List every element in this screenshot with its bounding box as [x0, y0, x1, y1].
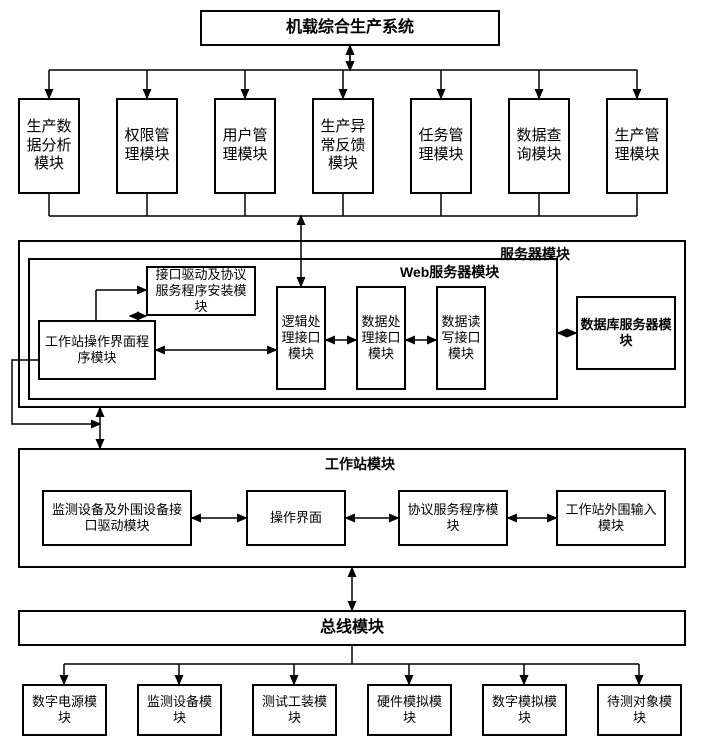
node-text: 数字模拟模块	[486, 694, 563, 727]
node-b3: 测试工装模块	[252, 684, 337, 736]
node-text: 用户管理模块	[218, 127, 272, 165]
node-s_drv: 接口驱动及协议服务程序安装模块	[146, 266, 256, 316]
node-bus_outer: 总线模块	[18, 610, 686, 646]
node-text: 数据读写接口模块	[440, 314, 482, 363]
node-s_data: 数据处理接口模块	[356, 286, 406, 390]
node-ws2: 操作界面	[246, 490, 346, 546]
node-text: 权限管理模块	[120, 127, 174, 165]
node-b4: 硬件模拟模块	[367, 684, 452, 736]
node-s_ui: 工作站操作界面程序模块	[38, 320, 156, 380]
node-text: 生产异常反馈模块	[316, 118, 370, 174]
node-text: 测试工装模块	[256, 694, 333, 727]
node-b2: 监测设备模块	[137, 684, 222, 736]
node-text: 硬件模拟模块	[371, 694, 448, 727]
node-top_title: 机载综合生产系统	[200, 10, 500, 46]
node-text: 操作界面	[270, 510, 322, 526]
node-m5: 任务管理模块	[410, 98, 472, 194]
node-text: 接口驱动及协议服务程序安装模块	[150, 267, 252, 316]
node-text: 数据查询模块	[512, 127, 566, 165]
diagram-root: { "type": "flowchart", "canvas": { "widt…	[0, 0, 703, 751]
node-text: 生产数据分析模块	[22, 118, 76, 174]
node-text: 数据处理接口模块	[360, 314, 402, 363]
node-text: 工作站外围输入模块	[560, 502, 662, 535]
node-text: 待测对象模块	[601, 694, 678, 727]
node-text: 协议服务程序模块	[402, 502, 504, 535]
node-text: 机载综合生产系统	[286, 18, 414, 38]
node-text: 逻辑处理接口模块	[280, 314, 322, 363]
node-text: 生产管理模块	[610, 127, 664, 165]
node-ws1: 监测设备及外围设备接口驱动模块	[42, 490, 192, 546]
node-s_logic: 逻辑处理接口模块	[276, 286, 326, 390]
node-text: 监测设备模块	[141, 694, 218, 727]
node-ws3: 协议服务程序模块	[398, 490, 508, 546]
node-text: 总线模块	[320, 618, 384, 638]
node-m7: 生产管理模块	[606, 98, 668, 194]
node-text: 工作站操作界面程序模块	[42, 334, 152, 367]
node-m1: 生产数据分析模块	[18, 98, 80, 194]
label-label_web: Web服务器模块	[400, 262, 499, 282]
label-label_server: 服务器模块	[500, 244, 570, 264]
node-b6: 待测对象模块	[597, 684, 682, 736]
node-text: 监测设备及外围设备接口驱动模块	[46, 502, 188, 535]
node-text: 任务管理模块	[414, 127, 468, 165]
node-s_db: 数据库服务器模块	[576, 296, 676, 370]
node-b5: 数字模拟模块	[482, 684, 567, 736]
node-m6: 数据查询模块	[508, 98, 570, 194]
node-b1: 数字电源模块	[22, 684, 107, 736]
node-m4: 生产异常反馈模块	[312, 98, 374, 194]
node-m3: 用户管理模块	[214, 98, 276, 194]
node-s_rw: 数据读写接口模块	[436, 286, 486, 390]
node-text: 数据库服务器模块	[580, 317, 672, 350]
node-ws4: 工作站外围输入模块	[556, 490, 666, 546]
node-m2: 权限管理模块	[116, 98, 178, 194]
node-text: 数字电源模块	[26, 694, 103, 727]
label-ws_title: 工作站模块	[300, 454, 420, 474]
